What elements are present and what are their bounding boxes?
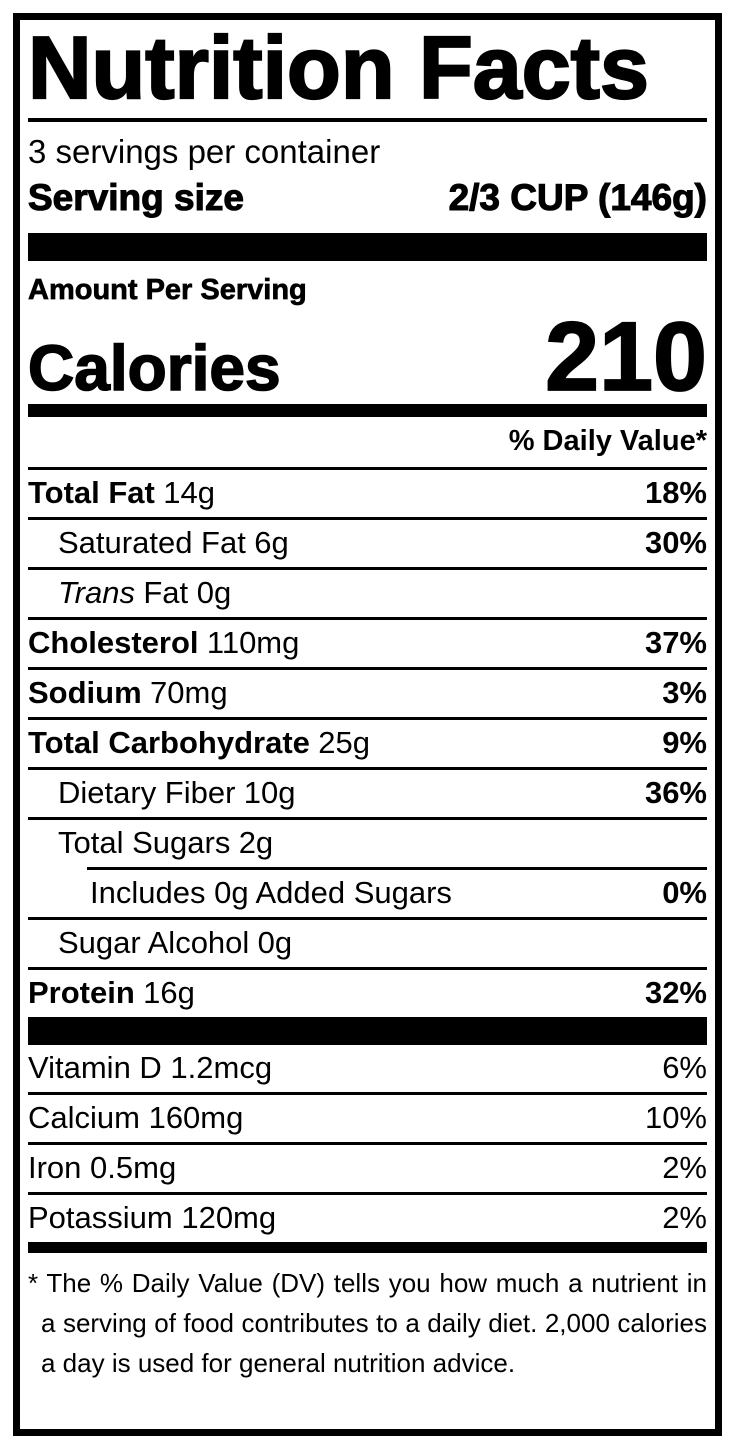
nutrient-amount: 25g [318,725,370,761]
nutrient-name: Trans [58,575,135,611]
title-divider [28,118,707,122]
micronutrient-dv: 6% [662,1050,707,1086]
nutrient-name: Sodium [28,675,142,711]
micronutrient-dv: 2% [662,1150,707,1186]
micronutrient-name: Iron 0.5mg [28,1150,177,1186]
nutrient-row-saturated-fat: Saturated Fat 6g 30% [28,516,707,567]
serving-size-label: Serving size [27,176,244,218]
nutrient-amount: 0g [257,925,293,961]
nutrient-name: Sugar Alcohol [58,925,250,961]
nutrient-dv: 30% [644,525,707,561]
section-bar-medium [28,403,707,417]
amount-per-serving-label: Amount Per Serving [28,273,307,306]
micronutrient-row-iron: Iron 0.5mg 2% [28,1141,707,1192]
nutrient-row-added-sugars: Includes 0g Added Sugars 0% [28,866,707,917]
servings-per-container: 3 servings per container [28,133,381,170]
micronutrient-dv: 2% [662,1200,707,1236]
nutrient-dv: 9% [662,725,707,761]
nutrient-row-cholesterol: Cholesterol 110mg 37% [28,616,707,667]
nutrient-row-total-fat: Total Fat 14g 18% [28,466,707,517]
nutrient-name: Dietary Fiber [58,775,236,811]
nutrient-amount: 14g [163,475,215,511]
micronutrient-row-calcium: Calcium 160mg 10% [28,1091,707,1142]
micronutrient-name: Calcium 160mg [28,1100,244,1136]
nutrient-row-trans-fat: Trans Fat 0g [28,566,707,617]
micronutrient-row-vitamin-d: Vitamin D 1.2mcg 6% [28,1041,707,1092]
nutrient-name: Total Fat [28,475,155,511]
nutrient-dv: 3% [662,675,707,711]
nutrient-row-sodium: Sodium 70mg 3% [28,666,707,717]
calories-value: 210 [544,301,708,411]
micronutrient-name: Potassium 120mg [28,1200,277,1236]
daily-value-header: % Daily Value* [508,425,707,458]
nutrient-row-protein: Protein 16g 32% [28,966,707,1017]
section-bar-thick [28,232,707,261]
nutrient-amount: 6g [254,525,289,561]
nutrient-amount: 110mg [206,625,300,661]
nutrient-dv: 0% [662,875,707,911]
nutrient-row-total-sugars: Total Sugars 2g [28,816,707,867]
nutrient-name: Cholesterol [28,625,199,661]
micronutrient-row-potassium: Potassium 120mg 2% [28,1191,707,1242]
nutrient-name: Total Carbohydrate [28,725,310,761]
section-bar-thick [28,1016,707,1042]
nutrient-dv: 36% [644,775,707,811]
nutrient-name: Includes 0g Added Sugars [90,875,452,911]
nutrient-name: Total Sugars [58,825,231,861]
nutrient-amount: 16g [143,975,195,1011]
nutrition-facts-label: Nutrition Facts 3 servings per container… [13,13,722,1436]
nutrient-dv: 18% [644,475,707,511]
micronutrient-dv: 10% [644,1100,707,1136]
nutrient-name: Saturated Fat [58,525,246,561]
nutrient-dv: 37% [644,625,707,661]
serving-size-value: 2/3 CUP (146g) [448,176,708,218]
label-title: Nutrition Facts [27,18,650,117]
nutrient-row-dietary-fiber: Dietary Fiber 10g 36% [28,766,707,817]
daily-value-footnote: * The % Daily Value (DV) tells you how m… [28,1267,707,1379]
nutrient-amount: Fat 0g [143,575,232,611]
calories-row: Calories 210 [27,307,708,406]
nutrient-name: Protein [28,975,135,1011]
calories-label: Calories [27,331,281,404]
section-bar-medium [28,1241,707,1253]
nutrient-amount: 10g [243,775,296,811]
micronutrient-name: Vitamin D 1.2mcg [28,1050,273,1086]
nutrient-row-sugar-alcohol: Sugar Alcohol 0g [28,916,707,967]
nutrient-dv: 32% [644,975,707,1011]
serving-size-row: Serving size 2/3 CUP (146g) [27,175,708,221]
nutrient-amount: 2g [238,825,274,861]
nutrient-row-total-carbohydrate: Total Carbohydrate 25g 9% [28,716,707,767]
nutrient-amount: 70mg [150,675,228,711]
